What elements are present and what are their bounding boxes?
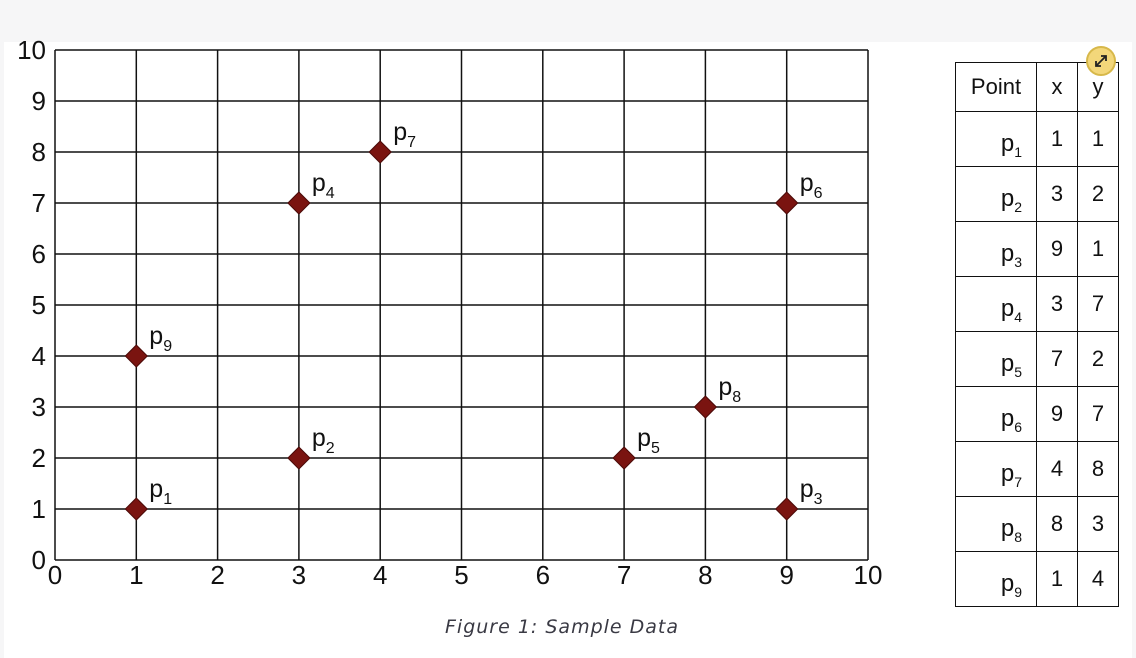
table-cell-y: 1 — [1077, 111, 1119, 167]
table-row: p7 4 8 — [955, 441, 1119, 497]
scatter-point — [124, 344, 149, 368]
y-tick-label: 6 — [32, 239, 46, 269]
y-tick-label: 0 — [32, 545, 46, 575]
table-row: p9 1 4 — [955, 551, 1119, 607]
table-row: p1 1 1 — [955, 111, 1119, 167]
table-cell-point: p1 — [955, 111, 1037, 167]
table-cell-point: p7 — [955, 441, 1037, 497]
table-row: p2 3 2 — [955, 166, 1119, 222]
grid-layer — [54, 49, 869, 561]
table-row: p5 7 2 — [955, 331, 1119, 387]
point-label: p8 — [718, 373, 741, 406]
x-tick-label: 8 — [698, 560, 712, 590]
y-tick-label: 8 — [32, 137, 46, 167]
tick-layer: 0 1 2 3 4 5 6 7 8 9 10 0 1 2 3 4 5 6 7 8 9 10 — [17, 35, 882, 590]
table-row: p8 8 3 — [955, 496, 1119, 552]
figure-card — [4, 42, 1132, 658]
x-tick-label: 1 — [129, 560, 143, 590]
table-cell-x: 8 — [1036, 496, 1078, 552]
table-cell-point: p6 — [955, 386, 1037, 442]
table-cell-y: 3 — [1077, 496, 1119, 552]
table-cell-point: p9 — [955, 551, 1037, 607]
x-tick-label: 2 — [210, 560, 224, 590]
x-tick-label: 0 — [48, 560, 62, 590]
point-label: p7 — [393, 118, 416, 151]
scatter-point — [774, 191, 799, 215]
table-row: p4 3 7 — [955, 276, 1119, 332]
y-tick-label: 9 — [32, 86, 46, 116]
table-cell-x: 1 — [1036, 111, 1078, 167]
scatter-point — [124, 497, 149, 521]
table-cell-point: p4 — [955, 276, 1037, 332]
scatter-point — [774, 497, 799, 521]
x-tick-label: 5 — [454, 560, 468, 590]
point-label: p5 — [637, 424, 660, 457]
table-cell-y: 4 — [1077, 551, 1119, 607]
table-row: p6 9 7 — [955, 386, 1119, 442]
table-cell-point: p5 — [955, 331, 1037, 387]
scatter-point — [287, 191, 311, 215]
table-cell-x: 7 — [1036, 331, 1078, 387]
table-cell-y: 8 — [1077, 441, 1119, 497]
table-cell-x: 9 — [1036, 386, 1078, 442]
table-row: p3 9 1 — [955, 221, 1119, 277]
table-cell-y: 7 — [1077, 276, 1119, 332]
header-point: Point — [955, 62, 1037, 112]
point-layer: p1 p2 p3 p4 p5 p6 p7 p8 p9 — [124, 118, 823, 521]
table-cell-point: p3 — [955, 221, 1037, 277]
point-label: p9 — [149, 322, 172, 355]
top-bar — [0, 0, 1136, 42]
point-label: p2 — [312, 424, 335, 457]
y-tick-label: 2 — [32, 443, 46, 473]
x-tick-label: 6 — [536, 560, 550, 590]
table-cell-point: p8 — [955, 496, 1037, 552]
point-label: p4 — [312, 169, 335, 202]
table-cell-y: 2 — [1077, 331, 1119, 387]
y-tick-label: 1 — [32, 494, 46, 524]
points-table: Point x y p1 1 1 p2 3 2 p3 9 1 p4 3 7 p5 7 2 p6 9 7 p7 4 8 p8… — [955, 62, 1119, 607]
x-tick-label: 3 — [292, 560, 306, 590]
y-tick-label: 5 — [32, 290, 46, 320]
x-tick-label: 7 — [617, 560, 631, 590]
table-body: p1 1 1 p2 3 2 p3 9 1 p4 3 7 p5 7 2 p6 9 7 p7 4 8 p8 8 3 p9 1 4 — [955, 111, 1119, 607]
table-cell-y: 2 — [1077, 166, 1119, 222]
table-cell-x: 4 — [1036, 441, 1078, 497]
figure-caption: Figure 1: Sample Data — [444, 616, 680, 638]
header-x: x — [1036, 62, 1078, 112]
table-cell-x: 3 — [1036, 276, 1078, 332]
x-tick-label: 4 — [373, 560, 387, 590]
table-cell-point: p2 — [955, 166, 1037, 222]
y-tick-label: 10 — [17, 35, 46, 65]
scatter-point — [693, 395, 718, 419]
scatter-point — [368, 140, 392, 164]
scatter-point — [612, 446, 636, 470]
point-label: p1 — [149, 475, 172, 508]
y-tick-label: 7 — [32, 188, 46, 218]
expand-arrows-icon[interactable] — [1086, 46, 1116, 76]
table-header-row: Point x y — [955, 62, 1119, 112]
table-cell-y: 1 — [1077, 221, 1119, 277]
table-cell-y: 7 — [1077, 386, 1119, 442]
x-tick-label: 10 — [854, 560, 883, 590]
scatter-point — [287, 446, 311, 470]
point-label: p3 — [800, 475, 823, 508]
table-cell-x: 9 — [1036, 221, 1078, 277]
table-cell-x: 1 — [1036, 551, 1078, 607]
y-tick-label: 3 — [32, 392, 46, 422]
x-tick-label: 9 — [779, 560, 793, 590]
point-label: p6 — [800, 169, 823, 202]
y-tick-label: 4 — [32, 341, 46, 371]
table-cell-x: 3 — [1036, 166, 1078, 222]
